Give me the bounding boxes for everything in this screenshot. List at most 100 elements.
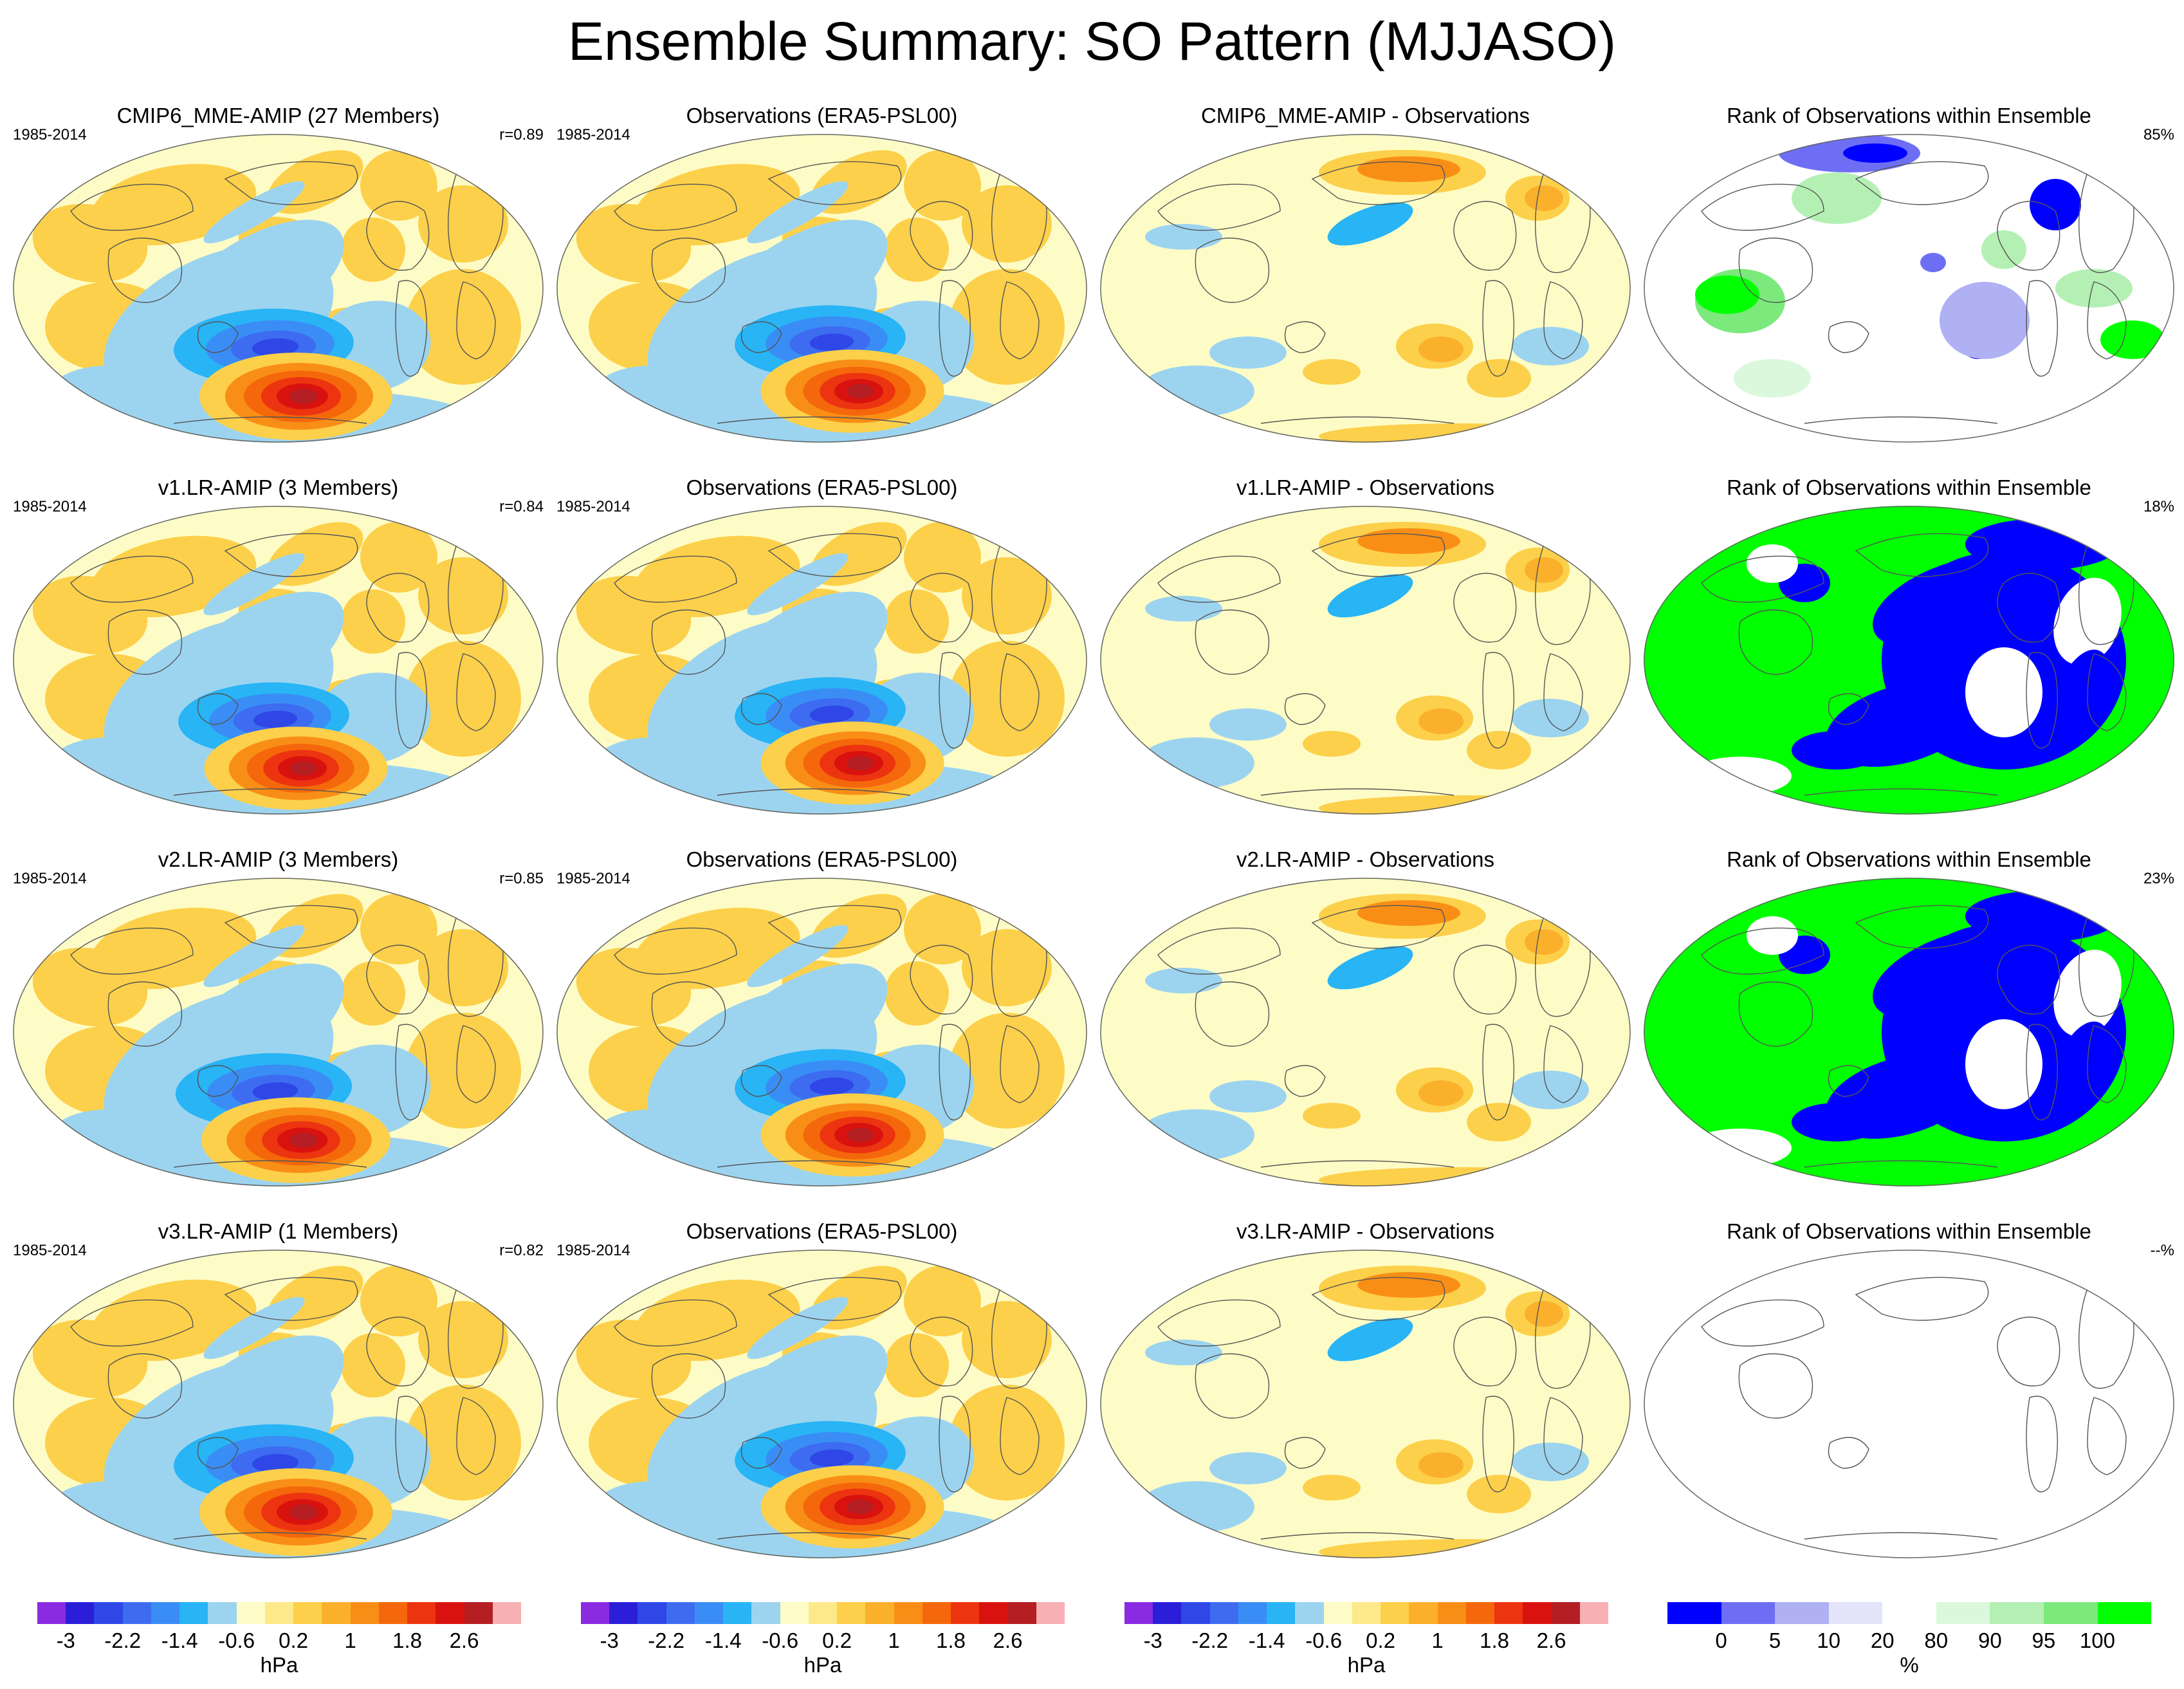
coastline: [224, 533, 358, 577]
field-contour-region: [1418, 1452, 1464, 1478]
field-contour-region: [1303, 359, 1361, 385]
obs-map: [556, 134, 1087, 443]
coastline: [2026, 652, 2059, 749]
colorbar-tick-label: 2.6: [449, 1629, 479, 1652]
colorbar-swatch: [837, 1602, 866, 1624]
colorbar-swatch: [492, 1602, 521, 1624]
field-contour-region: [1139, 365, 1254, 417]
field-contour-region: [1209, 1452, 1287, 1484]
colorbar-swatch: [1721, 1602, 1776, 1624]
coastline: [107, 981, 183, 1047]
field-contour-region: [904, 150, 981, 221]
colorbar-swatch: [350, 1602, 379, 1624]
colorbar-swatch: [1267, 1602, 1296, 1624]
field-contour-region: [1303, 1475, 1361, 1500]
field-contour-region: [1467, 1475, 1531, 1513]
field-contour-region: [32, 203, 148, 283]
colorbar-swatch: [293, 1602, 322, 1624]
coastline: [740, 693, 782, 725]
field-contour-region: [1319, 795, 1602, 815]
field-contour-region: [289, 1504, 318, 1520]
field-contour-region: [418, 929, 508, 1006]
map-outline: [556, 134, 1087, 443]
field-contour-region: [1467, 1103, 1531, 1141]
colorbar-tick-label: -2.2: [1191, 1629, 1229, 1652]
field-contour-region: [1689, 1129, 1792, 1167]
pressure-colorbar: [581, 1602, 1065, 1624]
field-contour-region: [1792, 731, 1882, 770]
colorbar-swatch: [1238, 1602, 1267, 1624]
coastline: [197, 321, 239, 353]
field-contour-region: [1747, 544, 1798, 583]
field-contour-region: [51, 365, 167, 417]
field-contour-region: [714, 963, 888, 1088]
field-contour-region: [1319, 423, 1602, 443]
obs-map: [556, 506, 1087, 815]
coastline: [1738, 1353, 1813, 1419]
coastline: [1482, 1024, 1515, 1121]
colorbar-swatch: [979, 1602, 1008, 1624]
coastline: [173, 788, 367, 796]
colorbar-swatch: [264, 1602, 294, 1624]
colorbar-tick-label: -0.6: [218, 1629, 255, 1652]
coastline: [366, 201, 430, 271]
field-contour-region: [1303, 1103, 1361, 1129]
coastline: [366, 1316, 430, 1387]
correlation-label: r=0.84: [499, 498, 544, 515]
colorbar-tick-label: -1.4: [1248, 1629, 1285, 1652]
coastline: [456, 653, 496, 732]
field-contour-region: [904, 1266, 981, 1336]
field-contour-region: [1792, 1103, 1882, 1141]
colorbar-tick-label: 5: [1768, 1629, 1781, 1652]
colorbar-swatch: [1323, 1602, 1352, 1624]
field-contour-region: [847, 755, 874, 771]
field-contour-region: [252, 338, 298, 357]
field-contour-region: [1209, 1080, 1287, 1112]
coastline: [1311, 1277, 1445, 1321]
colorbar-swatch: [1523, 1602, 1552, 1624]
field-contour-region: [1965, 891, 2120, 942]
coastline: [767, 1277, 902, 1321]
coastline: [197, 693, 239, 725]
field-contour-region: [1940, 282, 2030, 359]
coastline: [740, 321, 782, 353]
field-contour-region: [418, 1301, 508, 1378]
map-outline: [1644, 878, 2174, 1186]
field-contour-region: [962, 557, 1052, 634]
coastline: [395, 1024, 428, 1121]
period-label: 1985-2014: [556, 870, 630, 887]
coastline: [70, 183, 194, 231]
model-map: [13, 878, 544, 1186]
field-contour-region: [32, 575, 148, 655]
coastline: [1855, 1277, 1989, 1321]
field-contour-region: [1467, 359, 1531, 398]
coastline: [456, 1025, 496, 1103]
field-contour-region: [2051, 1021, 2111, 1120]
coastline: [651, 1353, 726, 1419]
field-contour-region: [1873, 556, 2032, 649]
colorbar-tick-label: 0: [1715, 1629, 1727, 1652]
colorbar-unit-label: hPa: [803, 1653, 842, 1677]
coastline: [224, 161, 358, 205]
field-contour-region: [904, 894, 981, 964]
diff-panel-title: v3.LR-AMIP - Observations: [1236, 1219, 1495, 1243]
coastline: [939, 652, 971, 749]
field-contour-region: [1209, 708, 1287, 741]
map-outline: [1644, 1250, 2174, 1558]
field-contour-region: [1689, 757, 1792, 795]
coastline: [1482, 1396, 1515, 1493]
field-contour-region: [418, 185, 508, 263]
field-contour-region: [170, 219, 344, 344]
coastline: [1195, 609, 1270, 675]
coastline: [1482, 652, 1515, 749]
coastline: [717, 1160, 911, 1168]
coastline: [1855, 533, 1989, 577]
colorbar-tick-label: 1: [1431, 1629, 1444, 1652]
colorbar-tick-label: 1.8: [1480, 1629, 1509, 1652]
field-contour-region: [1965, 1019, 2042, 1109]
field-contour-region: [847, 1127, 874, 1143]
diff-panel-title: v1.LR-AMIP - Observations: [1236, 475, 1495, 499]
colorbar-tick-label: -2.2: [648, 1629, 685, 1652]
coastline: [1543, 281, 1583, 360]
coastline: [2087, 1025, 2127, 1103]
